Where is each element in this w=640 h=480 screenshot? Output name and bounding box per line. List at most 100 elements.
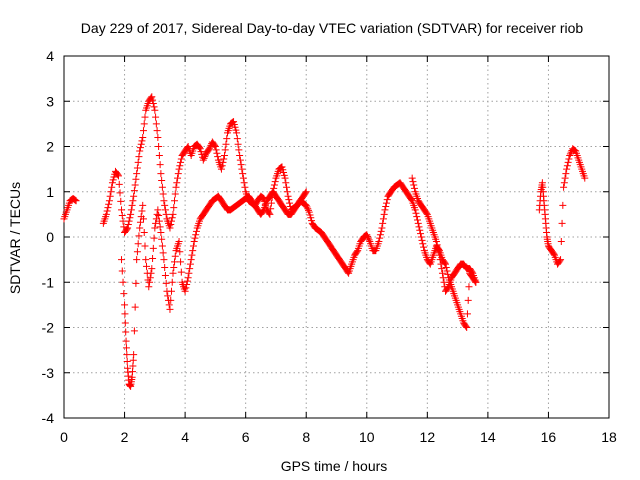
data-point — [130, 327, 138, 335]
data-point — [440, 278, 448, 286]
y-tick-label: 0 — [46, 229, 54, 245]
data-point — [183, 277, 191, 285]
data-point — [138, 207, 146, 215]
data-point — [162, 279, 170, 287]
data-point — [353, 248, 361, 256]
data-point — [281, 174, 289, 182]
data-point — [301, 189, 309, 197]
data-point — [234, 140, 242, 148]
data-point — [175, 165, 183, 173]
data-point — [259, 194, 267, 202]
data-point — [214, 153, 222, 161]
data-point — [141, 113, 149, 121]
data-point — [463, 310, 471, 318]
data-point — [169, 269, 177, 277]
data-point — [188, 251, 196, 259]
x-tick-label: 4 — [181, 429, 189, 445]
data-point — [126, 214, 134, 222]
data-point — [105, 200, 113, 208]
data-point — [286, 199, 294, 207]
data-point — [127, 206, 135, 214]
data-series — [60, 93, 589, 390]
data-point — [559, 201, 567, 209]
data-point — [236, 156, 244, 164]
data-point — [416, 226, 424, 234]
data-point — [171, 190, 179, 198]
data-point — [177, 258, 185, 266]
data-point — [154, 206, 162, 214]
data-point — [438, 265, 446, 273]
data-point — [149, 100, 157, 108]
data-point — [442, 264, 450, 272]
data-point — [190, 238, 198, 246]
series-secondary — [118, 174, 480, 390]
data-point — [235, 146, 243, 154]
data-point — [119, 278, 127, 286]
data-point — [125, 217, 133, 225]
data-point — [550, 250, 558, 258]
data-point — [128, 201, 136, 209]
data-point — [364, 232, 372, 240]
data-point — [189, 242, 197, 250]
data-point — [561, 174, 569, 182]
y-tick-label: -4 — [42, 410, 55, 426]
data-point — [557, 238, 565, 246]
data-point — [410, 181, 418, 189]
data-point — [121, 310, 129, 318]
data-point — [220, 152, 228, 160]
data-point — [177, 158, 185, 166]
data-point — [157, 170, 165, 178]
data-point — [133, 256, 141, 264]
data-point — [123, 357, 131, 365]
x-tick-label: 16 — [541, 429, 557, 445]
data-point — [565, 155, 573, 163]
data-point — [556, 257, 564, 265]
data-point — [131, 303, 139, 311]
data-point — [200, 154, 208, 162]
y-tick-labels: -4 -3 -2 -1 0 1 2 3 4 — [42, 48, 55, 426]
data-point — [135, 153, 143, 161]
data-point — [177, 268, 185, 276]
data-point — [153, 210, 161, 218]
data-point — [137, 140, 145, 148]
data-point — [271, 178, 279, 186]
data-point — [136, 147, 144, 155]
data-point — [155, 217, 163, 225]
data-point — [155, 212, 163, 220]
data-point — [134, 158, 142, 166]
data-point — [409, 178, 417, 186]
data-point — [562, 170, 570, 178]
data-point — [136, 144, 144, 152]
data-point — [146, 274, 154, 282]
data-point — [160, 197, 168, 205]
data-point — [563, 165, 571, 173]
data-point — [152, 113, 160, 121]
data-point — [133, 164, 141, 172]
data-point — [418, 236, 426, 244]
y-tick-label: 1 — [46, 184, 54, 200]
series-late — [535, 145, 589, 268]
data-point — [433, 241, 441, 249]
data-point — [150, 103, 158, 111]
data-point — [378, 224, 386, 232]
data-point — [438, 269, 446, 277]
data-point — [154, 133, 162, 141]
data-point — [143, 262, 151, 270]
data-point — [157, 228, 165, 236]
data-point — [115, 172, 122, 180]
data-point — [169, 210, 177, 218]
data-point — [164, 292, 172, 300]
data-point — [223, 135, 231, 143]
data-point — [282, 179, 290, 187]
data-point — [233, 129, 241, 137]
x-tick-label: 18 — [601, 429, 617, 445]
data-point — [443, 267, 451, 275]
data-point — [159, 190, 167, 198]
data-point — [237, 161, 245, 169]
data-point — [161, 264, 169, 272]
data-point — [211, 143, 219, 150]
data-point — [148, 265, 156, 273]
data-point — [566, 150, 574, 158]
data-point — [558, 219, 566, 227]
data-point — [151, 106, 159, 114]
